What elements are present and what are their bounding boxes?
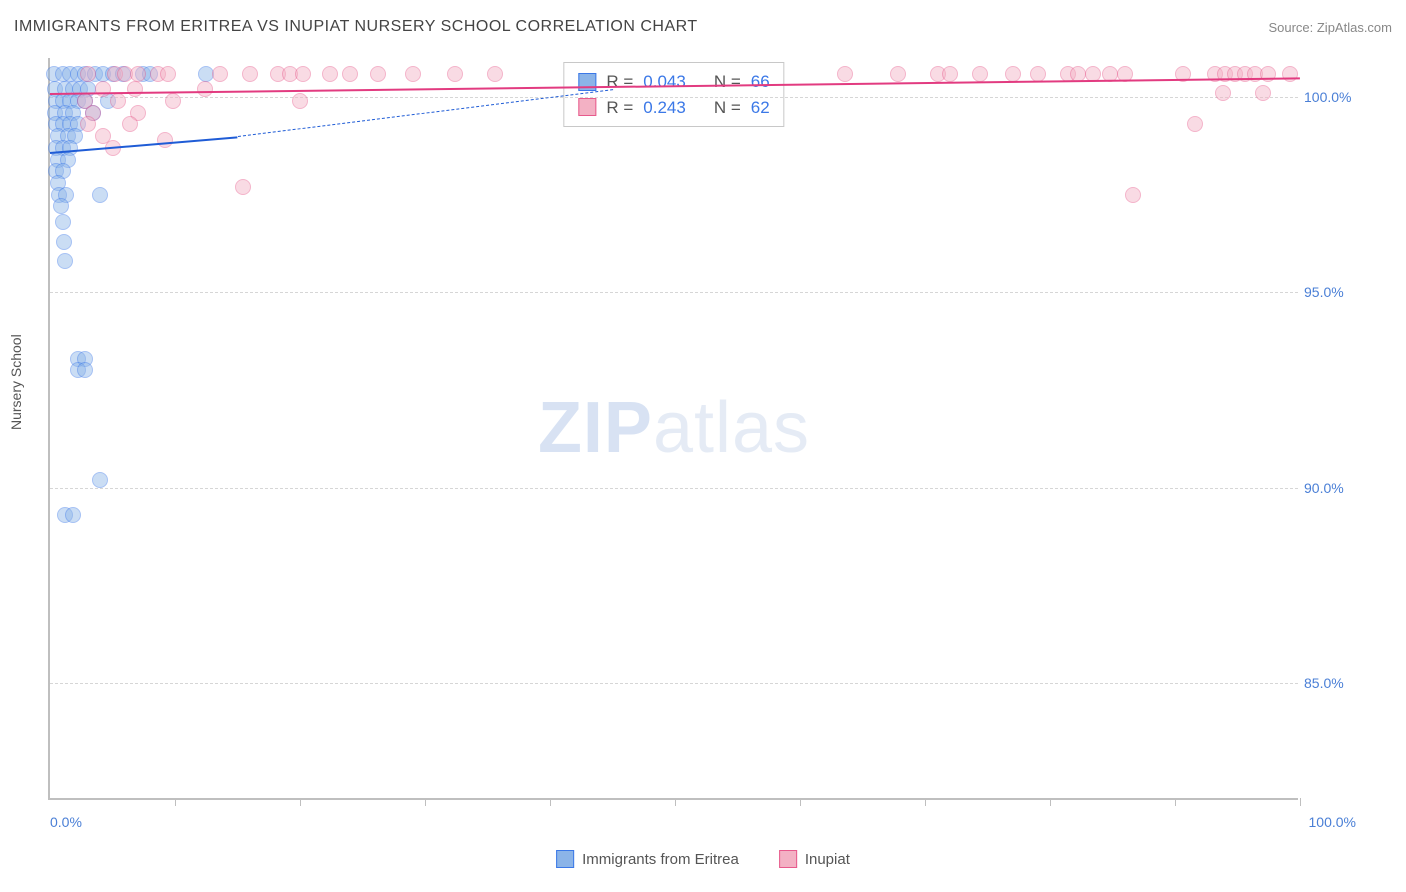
- scatter-point-series2: [212, 66, 228, 82]
- scatter-point-series2: [197, 81, 213, 97]
- y-tick-label: 90.0%: [1304, 480, 1372, 496]
- scatter-point-series2: [1255, 85, 1271, 101]
- scatter-point-series1: [55, 214, 71, 230]
- scatter-point-series2: [1005, 66, 1021, 82]
- scatter-point-series2: [972, 66, 988, 82]
- x-tick: [175, 798, 176, 806]
- scatter-point-series2: [95, 81, 111, 97]
- scatter-point-series1: [53, 198, 69, 214]
- scatter-point-series2: [130, 66, 146, 82]
- scatter-point-series2: [110, 93, 126, 109]
- watermark-atlas: atlas: [653, 388, 810, 468]
- scatter-point-series2: [160, 66, 176, 82]
- x-tick: [800, 798, 801, 806]
- stats-r-value-1: 0.043: [643, 69, 686, 95]
- chart-header: IMMIGRANTS FROM ERITREA VS INUPIAT NURSE…: [14, 18, 1392, 36]
- scatter-point-series1: [92, 472, 108, 488]
- stats-n-label: N =: [714, 95, 741, 121]
- scatter-point-series2: [405, 66, 421, 82]
- scatter-point-series2: [80, 66, 96, 82]
- y-axis-label: Nursery School: [8, 334, 24, 430]
- scatter-point-series2: [80, 116, 96, 132]
- legend-item-series1: Immigrants from Eritrea: [556, 850, 739, 868]
- chart-legend: Immigrants from Eritrea Inupiat: [556, 850, 850, 868]
- scatter-point-series2: [295, 66, 311, 82]
- legend-item-series2: Inupiat: [779, 850, 850, 868]
- scatter-point-series2: [342, 66, 358, 82]
- stats-r-label: R =: [606, 95, 633, 121]
- scatter-point-series2: [447, 66, 463, 82]
- watermark: ZIPatlas: [538, 387, 810, 469]
- scatter-plot-area: ZIPatlas R = 0.043 N = 66 R = 0.243 N = …: [48, 58, 1298, 800]
- scatter-point-series2: [235, 179, 251, 195]
- grid-line: [50, 488, 1298, 489]
- scatter-point-series1: [57, 253, 73, 269]
- scatter-point-series2: [165, 93, 181, 109]
- x-axis-min-label: 0.0%: [50, 814, 82, 830]
- stats-r-label: R =: [606, 69, 633, 95]
- x-tick: [675, 798, 676, 806]
- grid-line: [50, 97, 1298, 98]
- chart-source: Source: ZipAtlas.com: [1268, 20, 1392, 35]
- x-tick: [425, 798, 426, 806]
- stats-r-value-2: 0.243: [643, 95, 686, 121]
- legend-swatch-1: [556, 850, 574, 868]
- source-label: Source:: [1268, 20, 1316, 35]
- x-tick: [1175, 798, 1176, 806]
- stats-n-value-2: 62: [751, 95, 770, 121]
- stats-n-label: N =: [714, 69, 741, 95]
- legend-label-1: Immigrants from Eritrea: [582, 851, 739, 868]
- x-tick: [925, 798, 926, 806]
- legend-swatch-2: [779, 850, 797, 868]
- chart-title: IMMIGRANTS FROM ERITREA VS INUPIAT NURSE…: [14, 18, 698, 36]
- scatter-point-series2: [487, 66, 503, 82]
- stats-n-value-1: 66: [751, 69, 770, 95]
- scatter-point-series1: [92, 187, 108, 203]
- scatter-point-series2: [1030, 66, 1046, 82]
- stats-row-series2: R = 0.243 N = 62: [578, 95, 769, 121]
- scatter-point-series1: [65, 507, 81, 523]
- scatter-point-series2: [242, 66, 258, 82]
- scatter-point-series2: [890, 66, 906, 82]
- grid-line: [50, 683, 1298, 684]
- scatter-point-series1: [77, 362, 93, 378]
- x-tick: [300, 798, 301, 806]
- scatter-point-series2: [1125, 187, 1141, 203]
- correlation-stats-box: R = 0.043 N = 66 R = 0.243 N = 62: [563, 62, 784, 127]
- x-tick: [1300, 798, 1301, 806]
- scatter-point-series2: [157, 132, 173, 148]
- swatch-series2: [578, 98, 596, 116]
- source-value: ZipAtlas.com: [1317, 20, 1392, 35]
- watermark-zip: ZIP: [538, 388, 653, 468]
- legend-label-2: Inupiat: [805, 851, 850, 868]
- scatter-point-series2: [322, 66, 338, 82]
- scatter-point-series2: [1187, 116, 1203, 132]
- scatter-point-series2: [1215, 85, 1231, 101]
- grid-line: [50, 292, 1298, 293]
- y-tick-label: 85.0%: [1304, 675, 1372, 691]
- scatter-point-series2: [122, 116, 138, 132]
- x-tick: [550, 798, 551, 806]
- scatter-point-series2: [127, 81, 143, 97]
- y-tick-label: 100.0%: [1304, 89, 1372, 105]
- y-tick-label: 95.0%: [1304, 284, 1372, 300]
- scatter-point-series2: [292, 93, 308, 109]
- scatter-point-series2: [370, 66, 386, 82]
- scatter-point-series2: [942, 66, 958, 82]
- x-axis-max-label: 100.0%: [1309, 814, 1356, 830]
- x-tick: [1050, 798, 1051, 806]
- scatter-point-series1: [56, 234, 72, 250]
- scatter-point-series2: [837, 66, 853, 82]
